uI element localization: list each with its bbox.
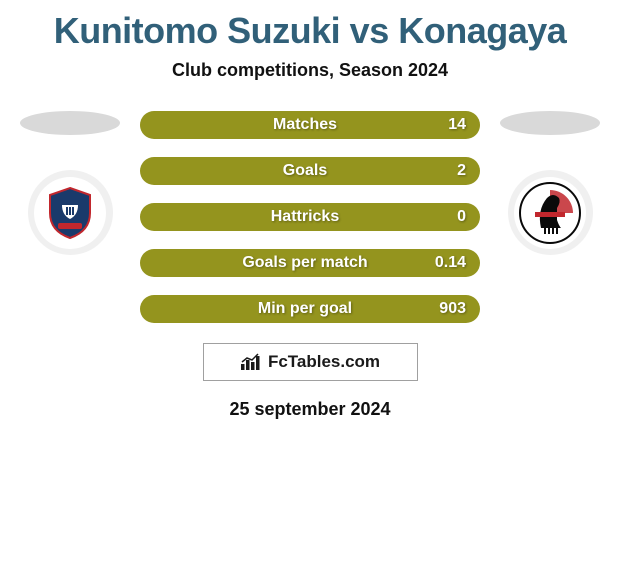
stat-right-value: 0: [426, 208, 466, 226]
stat-row-goals: Goals 2: [140, 157, 480, 185]
brand-text: FcTables.com: [268, 352, 380, 372]
stat-label: Matches: [184, 116, 426, 134]
right-ellipse: [500, 111, 600, 135]
left-crest-inner: [34, 177, 106, 249]
stat-right-value: 903: [426, 300, 466, 318]
stat-label: Goals per match: [184, 254, 426, 272]
stat-right-value: 0.14: [426, 254, 466, 272]
stat-label: Min per goal: [184, 300, 426, 318]
main-row: Matches 14 Goals 2 Hattricks 0 Goals per…: [0, 111, 620, 323]
stat-right-value: 2: [426, 162, 466, 180]
stat-label: Goals: [184, 162, 426, 180]
horse-icon: [517, 180, 583, 246]
brand-box[interactable]: FcTables.com: [203, 343, 418, 381]
shield-icon: [40, 183, 100, 243]
left-team-crest: [28, 170, 113, 255]
right-team-crest: [508, 170, 593, 255]
stat-right-value: 14: [426, 116, 466, 134]
stat-row-mpg: Min per goal 903: [140, 295, 480, 323]
stat-row-hattricks: Hattricks 0: [140, 203, 480, 231]
right-side-col: [500, 111, 600, 255]
bar-chart-icon: [240, 353, 262, 371]
infographic-container: Kunitomo Suzuki vs Konagaya Club competi…: [0, 0, 620, 580]
stat-row-matches: Matches 14: [140, 111, 480, 139]
left-ellipse: [20, 111, 120, 135]
stats-column: Matches 14 Goals 2 Hattricks 0 Goals per…: [140, 111, 480, 323]
stat-label: Hattricks: [184, 208, 426, 226]
left-side-col: [20, 111, 120, 255]
subtitle: Club competitions, Season 2024: [172, 60, 448, 81]
right-crest-inner: [514, 177, 586, 249]
stat-row-gpm: Goals per match 0.14: [140, 249, 480, 277]
page-title: Kunitomo Suzuki vs Konagaya: [54, 10, 567, 52]
date-text: 25 september 2024: [229, 399, 390, 420]
